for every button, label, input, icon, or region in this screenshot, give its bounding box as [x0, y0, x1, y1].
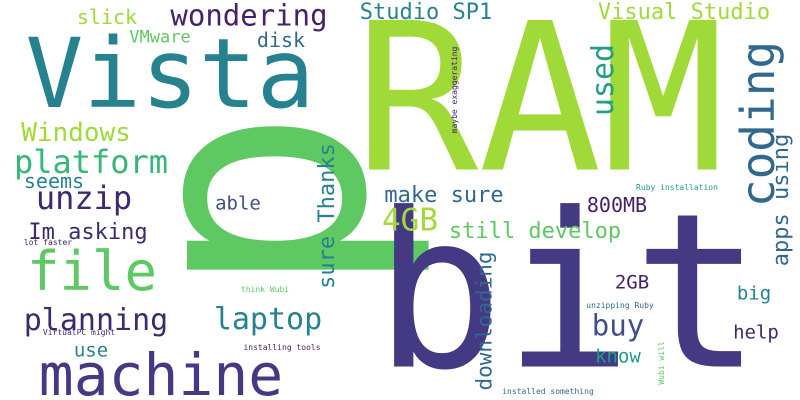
word-visual-studio: Visual Studio	[597, 0, 771, 25]
word-4gb: 4GB	[382, 202, 438, 239]
word-disk: disk	[256, 28, 306, 52]
word-wubi-will: Wubi will	[657, 341, 666, 385]
word-know: know	[595, 345, 641, 368]
word-help: help	[733, 321, 779, 344]
word-laptop: laptop	[213, 302, 323, 337]
word-make-sure: make sure	[384, 183, 504, 208]
word-slick: slick	[76, 5, 138, 29]
word-installing-tools: installing tools	[243, 343, 321, 352]
word-im-asking: Im asking	[28, 220, 148, 245]
word-planning: planning	[23, 303, 169, 338]
word-unzipping-ruby: unzipping Ruby	[586, 301, 654, 310]
word-windows: Windows	[21, 118, 131, 148]
word-lot-faster: lot faster	[23, 238, 73, 247]
word-installed-something: installed something	[502, 387, 594, 396]
word-studio-sp1: Studio SP1	[359, 0, 493, 25]
word-machine: machine	[38, 341, 284, 400]
word-ruby-installation: Ruby installation	[636, 183, 718, 192]
word-still-develop: still develop	[448, 219, 622, 244]
word-file: file	[26, 240, 158, 303]
word-vmware: VMware	[129, 27, 191, 48]
word-buy: buy	[591, 308, 645, 343]
word-ram: RAM	[354, 0, 726, 219]
word-sure-thanks: sure Thanks	[315, 143, 340, 289]
word-downloading: downloading	[472, 251, 497, 391]
word-use: use	[73, 339, 109, 362]
word-800mb: 800MB	[586, 193, 648, 217]
word-platform: platform	[13, 143, 169, 181]
word-able: able	[215, 192, 261, 215]
word-maybe-exaggerating: maybe exaggerating	[450, 46, 459, 134]
word-bit: bit	[373, 166, 763, 400]
word-wondering: wondering	[170, 0, 328, 33]
word-2gb: 2GB	[614, 271, 650, 294]
word-used: used	[586, 43, 621, 117]
word-virtualpc-might: VirtualPC might	[42, 328, 116, 337]
word-think-wubi: think Wubi	[240, 285, 290, 294]
word-apps-using: apps using	[769, 133, 794, 267]
word-seems: seems	[23, 169, 85, 193]
word-big: big	[736, 282, 772, 305]
word-unzip: unzip	[35, 179, 133, 217]
word-vista: Vista	[25, 18, 315, 130]
